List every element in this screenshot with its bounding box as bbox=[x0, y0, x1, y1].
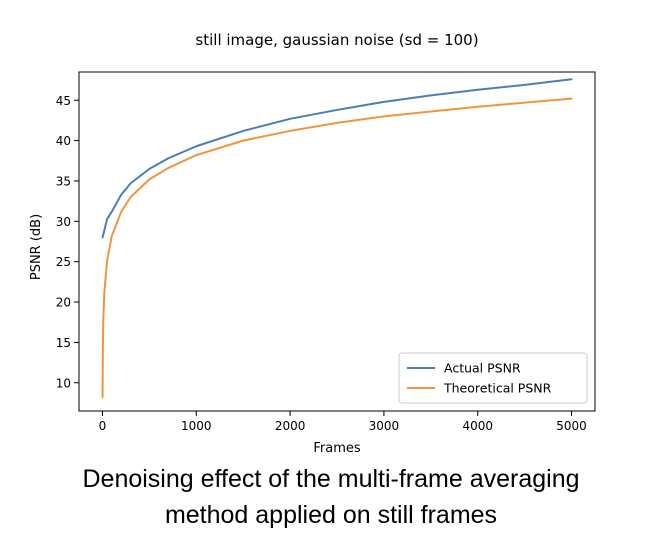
legend-box bbox=[398, 352, 588, 404]
chart-title: still image, gaussian noise (sd = 100) bbox=[195, 31, 478, 49]
axes: 0 1000 2000 3000 4000 5000 10 15 20 25 30 35 40 45 bbox=[56, 94, 587, 433]
y-tick-label: 40 bbox=[56, 134, 71, 148]
x-tick-label: 2000 bbox=[275, 419, 306, 433]
series-line-1 bbox=[101, 78, 573, 239]
legend: Actual PSNR Theoretical PSNR bbox=[398, 352, 588, 404]
legend-label: Actual PSNR bbox=[444, 361, 521, 376]
x-tick-label: 0 bbox=[99, 419, 107, 433]
y-tick-label: 15 bbox=[56, 336, 71, 350]
legend-label: Theoretical PSNR bbox=[443, 381, 552, 396]
y-tick-label: 30 bbox=[56, 215, 71, 229]
caption-line-1: Denoising effect of the multi-frame aver… bbox=[82, 465, 580, 493]
psnr-line-chart: still image, gaussian noise (sd = 100) 0… bbox=[29, 31, 596, 456]
y-tick-label: 25 bbox=[56, 255, 71, 269]
y-tick-label: 45 bbox=[56, 94, 71, 108]
y-tick-label: 10 bbox=[56, 376, 71, 390]
series-lines bbox=[101, 78, 573, 399]
y-axis-label: PSNR (dB) bbox=[29, 214, 44, 280]
x-tick-label: 4000 bbox=[462, 419, 493, 433]
caption-line-2: method applied on still frames bbox=[164, 501, 498, 529]
x-tick-label: 5000 bbox=[556, 419, 587, 433]
x-tick-label: 3000 bbox=[369, 419, 400, 433]
x-tick-label: 1000 bbox=[181, 419, 212, 433]
x-axis-label: Frames bbox=[313, 441, 361, 456]
series-line-2 bbox=[101, 97, 573, 399]
y-tick-label: 35 bbox=[56, 174, 71, 188]
y-tick-label: 20 bbox=[56, 296, 71, 310]
